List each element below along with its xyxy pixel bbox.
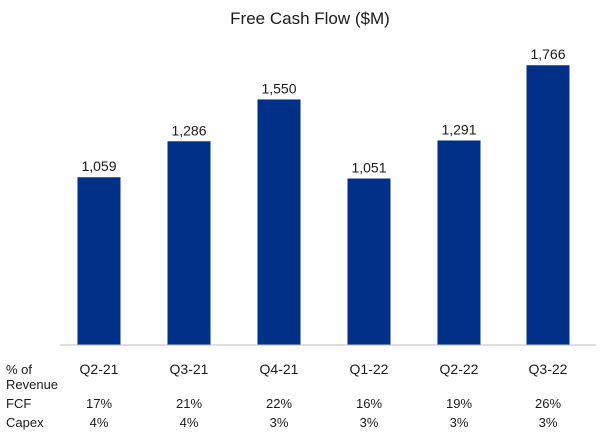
table-row-label-fcf: FCF [6,396,31,411]
table-cell-capex-q4-21: 3% [270,415,289,430]
bar-q3-22 [526,65,570,345]
table-cell-fcf-q4-21: 22% [266,396,292,411]
data-label-q3-21: 1,286 [171,122,206,138]
bars-layer: 1,059 1,286 1,550 1,051 1,291 1,766 [77,46,570,346]
data-label-q2-22: 1,291 [441,121,476,137]
table-cell-capex-q3-21: 4% [180,415,199,430]
table-header-line1: % of [6,362,32,377]
bar-q4-21 [257,99,301,346]
data-label-q4-21: 1,550 [261,80,296,96]
table-cell-fcf-q3-21: 21% [176,396,202,411]
table-cell-capex-q2-22: 3% [450,415,469,430]
table-cell-capex-q2-21: 4% [90,415,109,430]
x-tick-q1-22: Q1-22 [350,361,389,377]
x-tick-q3-22: Q3-22 [529,361,568,377]
table-cell-capex-q3-22: 3% [539,415,558,430]
data-label-q1-22: 1,051 [351,159,386,175]
table-cell-capex-q1-22: 3% [360,415,379,430]
x-tick-q2-21: Q2-21 [80,361,119,377]
x-tick-q3-21: Q3-21 [170,361,209,377]
table-row-label-capex: Capex [6,415,44,430]
x-tick-q4-21: Q4-21 [260,361,299,377]
revenue-percent-table: FCF 17% 21% 22% 16% 19% 26% Capex 4% 4% 3% 3% 3% 3% [6,396,561,430]
data-label-q3-22: 1,766 [530,46,565,62]
table-cell-fcf-q2-22: 19% [446,396,472,411]
table-header-line2: Revenue [6,377,58,392]
table-cell-fcf-q2-21: 17% [86,396,112,411]
bar-q2-21 [77,177,121,345]
bar-q1-22 [347,178,391,345]
bar-q3-21 [167,141,211,345]
bar-q2-22 [437,140,481,345]
data-label-q2-21: 1,059 [81,158,116,174]
table-cell-fcf-q3-22: 26% [535,396,561,411]
table-cell-fcf-q1-22: 16% [356,396,382,411]
x-tick-q2-22: Q2-22 [440,361,479,377]
x-tick-labels: Q2-21 Q3-21 Q4-21 Q1-22 Q2-22 Q3-22 [80,361,568,377]
chart-title: Free Cash Flow ($M) [230,9,390,28]
